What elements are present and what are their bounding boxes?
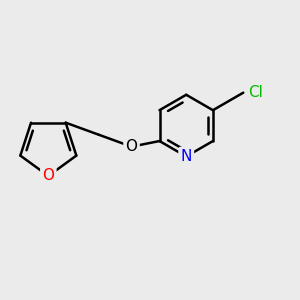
Text: O: O [125, 139, 137, 154]
Text: N: N [181, 149, 192, 164]
Text: O: O [42, 168, 54, 183]
Text: Cl: Cl [248, 85, 263, 100]
